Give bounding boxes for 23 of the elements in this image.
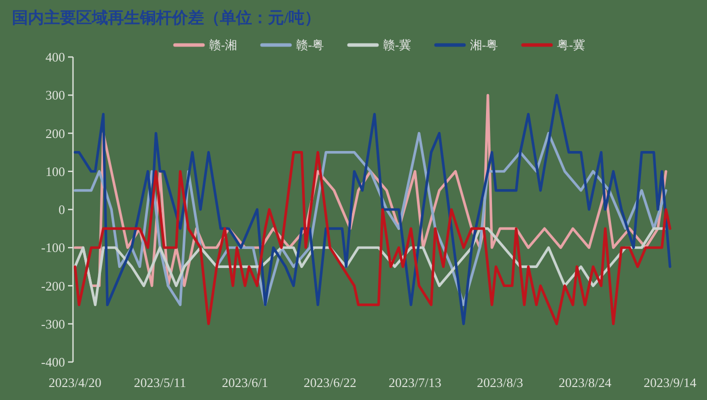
y-tick-label: 100 xyxy=(46,164,65,179)
x-tick-label: 2023/8/24 xyxy=(558,375,612,390)
x-tick-label: 2023/8/3 xyxy=(476,375,524,390)
y-tick-label: 0 xyxy=(58,202,65,217)
legend-label: 赣-湘 xyxy=(209,38,237,52)
x-tick-label: 2023/9/14 xyxy=(644,375,697,390)
y-tick-label: -400 xyxy=(41,354,65,370)
x-tick-label: 2023/6/22 xyxy=(304,375,356,390)
x-tick-label: 2023/5/11 xyxy=(134,375,186,390)
x-tick-label: 2023/4/20 xyxy=(48,375,102,390)
y-tick-label: 400 xyxy=(46,50,65,64)
x-tick-label: 2023/6/1 xyxy=(222,375,268,390)
legend-label: 粤-冀 xyxy=(557,38,585,52)
title: 国内主要区域再生铜杆价差（单位：元/吨） xyxy=(12,10,320,27)
y-tick-label: -300 xyxy=(41,316,65,332)
y-tick-label: 300 xyxy=(46,88,65,103)
legend-label: 赣-冀 xyxy=(383,38,411,52)
legend-label: 湘-粤 xyxy=(470,38,498,52)
y-tick-label: -200 xyxy=(41,278,65,294)
y-tick-label: -100 xyxy=(41,240,65,256)
legend-label: 赣-粤 xyxy=(296,38,324,52)
x-tick-label: 2023/7/13 xyxy=(388,375,442,390)
y-tick-label: 200 xyxy=(46,126,65,141)
